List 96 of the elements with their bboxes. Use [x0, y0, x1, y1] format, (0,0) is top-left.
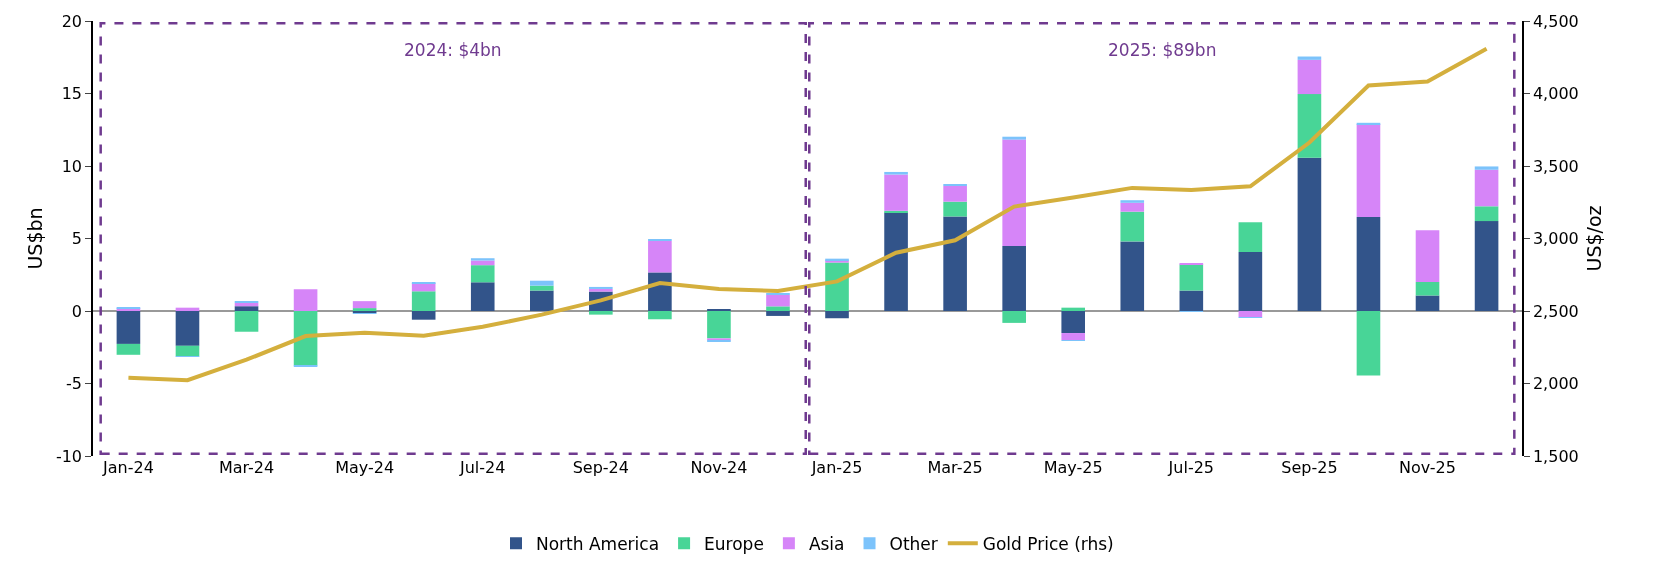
y2-tick-label: 4,000	[1532, 84, 1579, 104]
bar	[470, 258, 495, 261]
bar	[234, 311, 259, 332]
bar	[884, 210, 908, 213]
y2-tick-label: 2,500	[1532, 301, 1579, 321]
bar	[1297, 94, 1322, 158]
y2-tick-label: 3,000	[1532, 229, 1579, 249]
bar	[529, 285, 554, 291]
bar	[1061, 307, 1086, 311]
bar	[766, 311, 790, 316]
x-tick-label: Sep-25	[1281, 458, 1338, 477]
annotation: 2025: $89bn	[1108, 40, 1217, 60]
bar	[1356, 217, 1381, 311]
y2-tick-label: 2,000	[1532, 374, 1579, 394]
bar	[1120, 202, 1145, 212]
bar	[1356, 311, 1381, 376]
bar	[648, 240, 672, 273]
legend-label: Asia	[808, 533, 845, 554]
bar	[470, 282, 495, 311]
bar	[175, 311, 200, 346]
bar	[648, 311, 672, 320]
bar	[884, 171, 908, 175]
bar	[1061, 333, 1086, 340]
x-tick-label: Jan-24	[102, 458, 154, 477]
bar	[1415, 295, 1440, 311]
bar	[825, 262, 849, 311]
y2-tick-label: 4,500	[1532, 11, 1579, 31]
bar	[529, 280, 554, 286]
bar	[589, 311, 613, 315]
x-tick-label: Jan-25	[810, 458, 863, 477]
bar	[1002, 246, 1026, 311]
bar	[1356, 124, 1381, 218]
x-tick-label: Jul-25	[1167, 458, 1215, 477]
bar	[1415, 230, 1440, 282]
bar	[470, 265, 495, 283]
bar	[825, 311, 849, 319]
y2-tick-label: 3,500	[1532, 156, 1579, 176]
y-tick-label: 5	[71, 229, 83, 249]
bar	[1120, 241, 1145, 311]
bar	[1002, 136, 1026, 140]
bar	[234, 306, 259, 311]
bar	[1415, 282, 1440, 296]
y-axis-title: US$bn	[24, 207, 47, 270]
bar	[943, 216, 967, 311]
annotation: 2024: $4bn	[404, 40, 502, 60]
bar	[707, 311, 731, 339]
bar	[766, 306, 790, 311]
bar	[1179, 290, 1204, 311]
bar	[352, 301, 377, 309]
bar	[1238, 311, 1263, 318]
bar	[293, 289, 318, 311]
x-tick-label: Nov-24	[690, 458, 748, 477]
legend-label: Gold Price (rhs)	[982, 533, 1114, 554]
bar	[884, 174, 908, 211]
y2-tick-label: 1,500	[1532, 446, 1579, 466]
x-tick-label: Mar-24	[218, 458, 275, 477]
x-tick-label: Nov-25	[1399, 458, 1456, 477]
bar	[1120, 211, 1145, 242]
legend-label: Other	[889, 533, 938, 554]
x-tick-label: Sep-24	[572, 458, 629, 477]
legend-label: North America	[536, 533, 660, 554]
bar	[1474, 169, 1499, 207]
bar	[1474, 166, 1499, 170]
y-tick-label: 10	[61, 156, 83, 176]
y2-axis-title: US$/oz	[1583, 205, 1606, 272]
bar	[884, 212, 908, 311]
bar	[116, 343, 141, 355]
bar	[1474, 221, 1499, 311]
bar	[1120, 200, 1145, 203]
x-tick-label: May-24	[335, 458, 395, 477]
bar	[1061, 311, 1086, 334]
bar	[1002, 139, 1026, 247]
x-tick-label: Jul-24	[459, 458, 506, 477]
bar	[1474, 206, 1499, 222]
bar	[1297, 157, 1322, 311]
bar	[943, 185, 967, 202]
bar	[766, 294, 790, 307]
y-tick-label: 15	[61, 84, 83, 104]
bar	[411, 291, 436, 311]
y-tick-label: -10	[55, 446, 83, 466]
bar	[529, 290, 554, 311]
bar	[1179, 264, 1204, 291]
y-tick-label: -5	[66, 374, 83, 394]
x-tick-label: May-25	[1043, 458, 1103, 477]
legend-label: Europe	[704, 533, 764, 554]
bar	[1238, 222, 1263, 252]
bar	[175, 345, 200, 357]
bar	[1297, 59, 1322, 95]
bar	[943, 201, 967, 217]
bar	[411, 311, 436, 320]
y-tick-label: 20	[61, 11, 83, 31]
x-tick-label: Mar-25	[927, 458, 983, 477]
y-tick-label: 0	[71, 301, 83, 321]
bar	[1238, 251, 1263, 311]
bar	[116, 311, 141, 344]
bar	[1002, 311, 1026, 323]
